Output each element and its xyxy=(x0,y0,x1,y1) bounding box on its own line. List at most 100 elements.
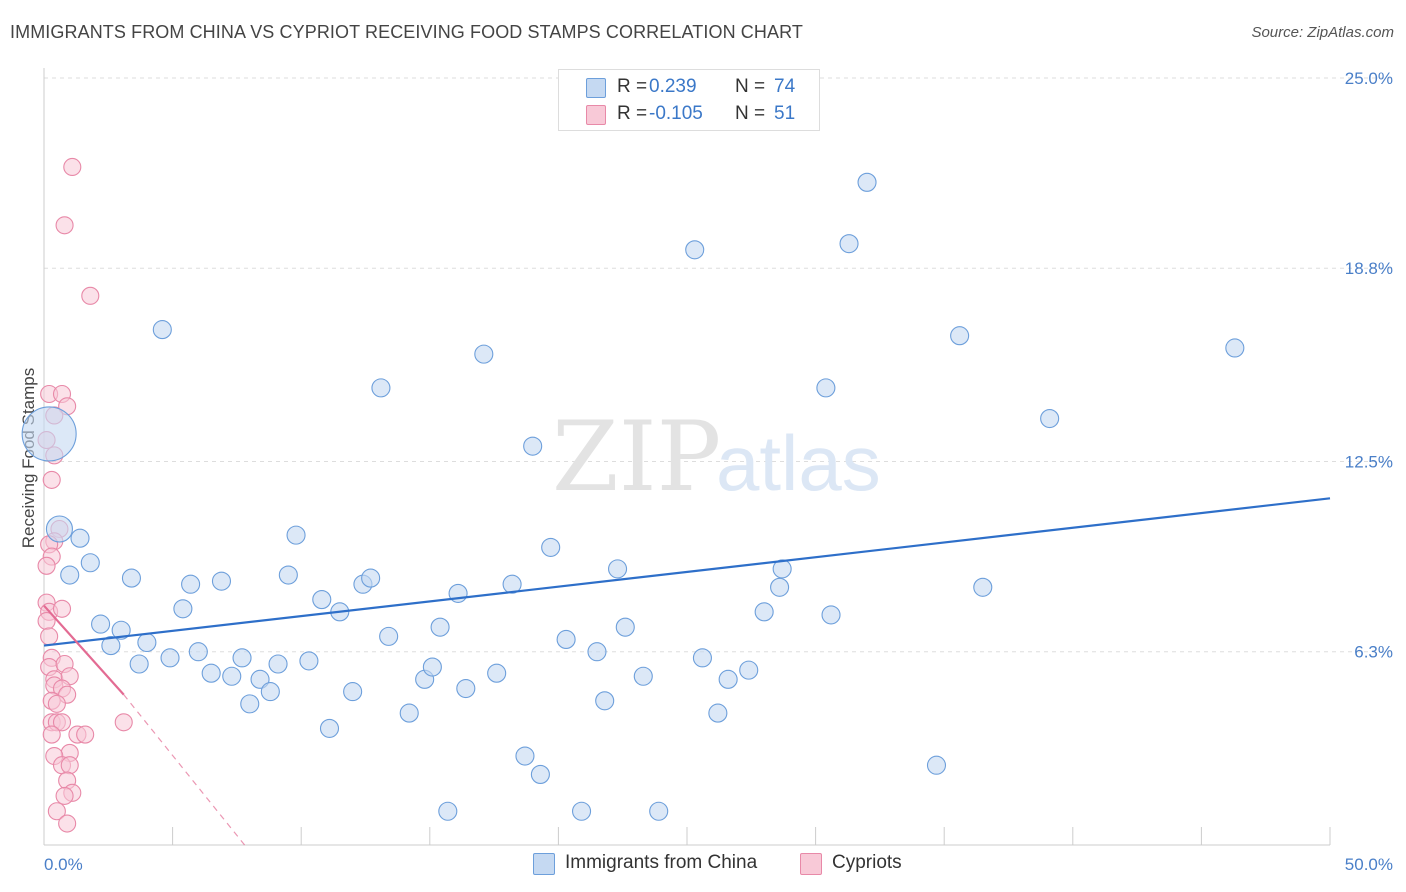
china-point xyxy=(222,666,242,686)
cypriot-point xyxy=(58,814,77,833)
china-point xyxy=(973,577,993,597)
china-point xyxy=(587,642,607,662)
cypriot-point xyxy=(60,756,79,775)
china-point xyxy=(1040,408,1060,429)
bottom-legend-cypriot-label: Cypriots xyxy=(832,852,902,873)
china-point xyxy=(21,406,77,462)
china-point xyxy=(121,568,141,588)
x-tick-label: 0.0% xyxy=(44,855,83,874)
bottom-legend-china-label: Immigrants from China xyxy=(565,852,758,873)
china-point xyxy=(754,602,774,622)
x-tick-labels: 0.0% 50.0% xyxy=(44,855,1393,874)
y-tick-label: 18.8% xyxy=(1345,259,1393,278)
cypriot-point xyxy=(55,786,74,805)
china-point xyxy=(1225,338,1245,358)
china-point xyxy=(950,326,970,346)
china-point xyxy=(430,617,450,637)
china-trendline xyxy=(43,497,1331,647)
cypriot-trendline-extension xyxy=(123,694,246,846)
y-tick-label: 12.5% xyxy=(1345,453,1393,472)
china-point xyxy=(571,801,592,821)
legend-n-label: N = xyxy=(735,103,766,124)
china-point xyxy=(515,746,535,766)
cypriot-point xyxy=(47,802,66,821)
gridlines xyxy=(44,77,1392,653)
china-point xyxy=(361,568,381,588)
china-point xyxy=(474,344,494,364)
china-point xyxy=(278,565,298,585)
china-point xyxy=(211,571,232,591)
y-tick-labels: 6.3% 12.5% 18.8% 25.0% xyxy=(1345,69,1393,662)
china-point xyxy=(152,320,172,340)
china-point xyxy=(268,654,288,674)
china-points xyxy=(21,172,1245,821)
china-point xyxy=(718,669,738,689)
china-point xyxy=(556,629,576,649)
china-point xyxy=(201,663,221,683)
china-point xyxy=(260,682,280,702)
cypriot-point xyxy=(63,157,82,177)
legend-r-label: R = xyxy=(617,103,648,124)
cypriot-point xyxy=(76,725,95,744)
china-point xyxy=(816,378,836,398)
china-point xyxy=(633,666,653,686)
china-point xyxy=(188,642,208,662)
china-point xyxy=(181,574,201,594)
china-point xyxy=(286,525,306,545)
cypriot-trendline xyxy=(43,604,125,696)
china-point xyxy=(487,663,507,683)
china-point xyxy=(80,553,100,573)
china-point xyxy=(708,703,728,723)
china-point xyxy=(129,654,149,674)
china-swatch xyxy=(586,78,606,98)
china-point xyxy=(422,657,442,677)
x-tick-label: 50.0% xyxy=(1345,855,1393,874)
china-point xyxy=(343,682,363,702)
china-swatch xyxy=(533,853,555,875)
china-point xyxy=(739,660,759,680)
legend-r-value-china: 0.239 xyxy=(649,76,697,97)
china-point xyxy=(772,559,792,579)
china-point xyxy=(438,801,458,821)
china-point xyxy=(685,240,705,260)
china-point xyxy=(70,528,90,548)
china-point xyxy=(649,801,669,821)
y-axis-label: Receiving Food Stamps xyxy=(19,368,38,548)
watermark-zip: ZIP xyxy=(552,401,721,513)
cypriot-swatch xyxy=(586,105,606,125)
y-tick-label: 25.0% xyxy=(1345,69,1393,88)
china-point xyxy=(137,632,157,653)
china-point xyxy=(379,626,399,646)
china-point xyxy=(232,648,252,668)
china-point xyxy=(770,577,790,597)
china-point xyxy=(250,669,270,689)
legend-n-value-china: 74 xyxy=(774,76,796,97)
china-point xyxy=(523,436,543,456)
china-point xyxy=(399,703,419,723)
china-point xyxy=(456,678,476,699)
watermark-atlas: atlas xyxy=(716,419,881,507)
cypriot-point xyxy=(81,286,100,305)
china-point xyxy=(615,617,635,637)
legend-n-value-cypriot: 51 xyxy=(774,103,796,124)
cypriot-point xyxy=(55,216,74,235)
legend-r-value-cypriot: -0.105 xyxy=(649,103,703,124)
chart-title: IMMIGRANTS FROM CHINA VS CYPRIOT RECEIVI… xyxy=(10,22,803,42)
china-point xyxy=(312,590,332,610)
cypriot-point xyxy=(52,599,72,618)
china-point xyxy=(299,651,319,671)
legend-row-china: R = 0.239 N = 74 xyxy=(559,75,819,101)
china-point xyxy=(240,694,260,714)
china-point xyxy=(91,614,111,634)
china-point xyxy=(160,648,180,668)
china-point xyxy=(111,620,131,640)
china-point xyxy=(60,565,80,585)
cypriot-swatch xyxy=(800,853,822,875)
legend-r-label: R = xyxy=(617,76,648,97)
cypriot-point xyxy=(52,713,72,732)
china-point xyxy=(530,764,550,784)
china-point xyxy=(608,559,628,579)
china-point xyxy=(319,718,340,738)
watermark: ZIP atlas xyxy=(552,401,881,513)
